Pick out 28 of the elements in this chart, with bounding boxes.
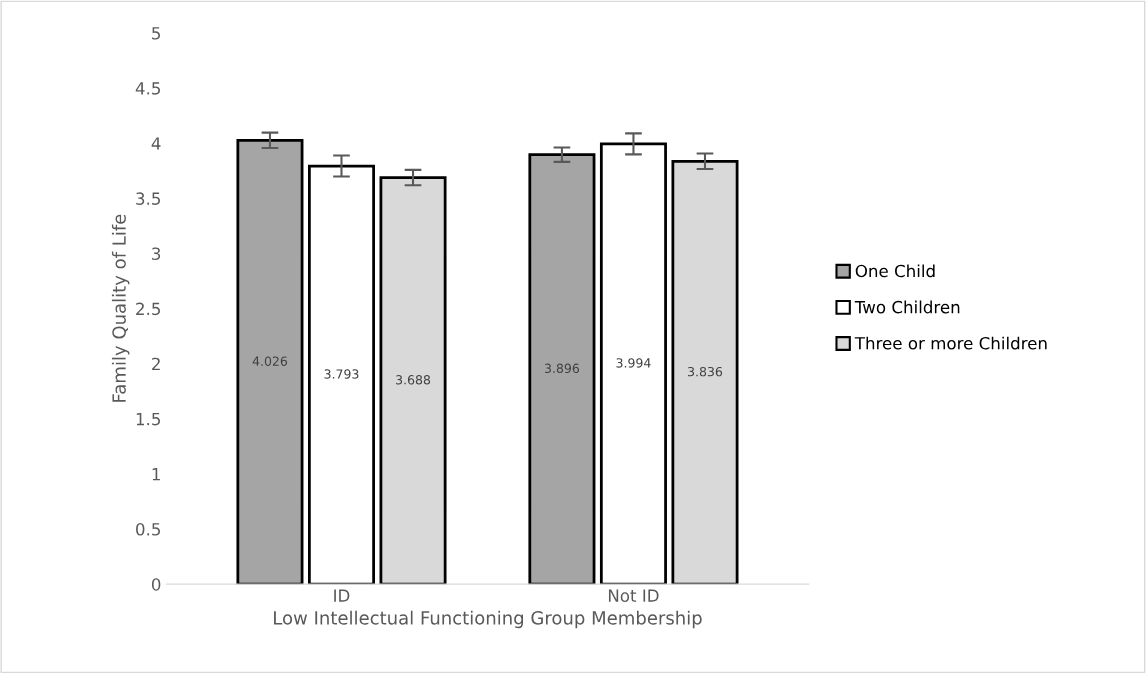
data-label: 3.994 (616, 358, 651, 368)
y-axis-title: Family Quality of Life (111, 214, 130, 402)
bar (307, 164, 375, 585)
y-tick-label: 1 (152, 468, 160, 481)
y-tick-label: 2.5 (136, 302, 160, 316)
data-label: 3.688 (396, 375, 431, 385)
bar (599, 142, 667, 585)
x-tick-label: ID (334, 589, 350, 602)
legend-label: Two Children (854, 300, 960, 314)
bar (236, 138, 304, 585)
y-tick-label: 0.5 (136, 523, 160, 536)
x-tick-label: Not ID (608, 589, 659, 602)
data-label: 4.026 (252, 356, 288, 366)
y-tick-label: 2 (152, 357, 160, 371)
x-axis-title: Low Intellectual Functioning Group Membership (274, 610, 702, 629)
y-tick-label: 4.5 (135, 82, 160, 95)
data-label: 3.793 (324, 369, 359, 379)
data-label: 3.896 (544, 363, 580, 374)
y-tick-label: 1.5 (136, 412, 160, 426)
y-tick-label: 3.5 (136, 192, 160, 205)
bar (528, 153, 596, 585)
y-tick-label: 4 (151, 137, 161, 150)
data-label: 3.836 (688, 366, 723, 377)
y-tick-label: 5 (152, 27, 160, 40)
y-tick-label: 3 (152, 247, 161, 261)
legend-label: Three or more Children (854, 336, 1047, 350)
legend-label: One Child (855, 264, 935, 278)
y-tick-label: 0 (151, 578, 161, 591)
